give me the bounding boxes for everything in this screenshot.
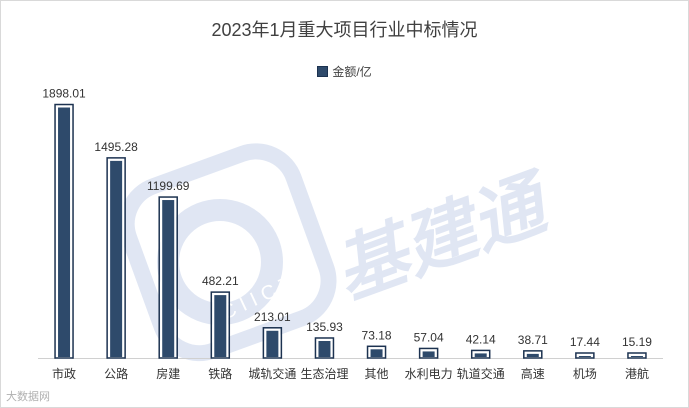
x-tick-label: 高速 [521, 366, 545, 381]
bar-group: 42.14 轨道交通 [457, 332, 505, 381]
data-label: 15.19 [622, 335, 652, 349]
bar-group: 15.19 港航 [622, 335, 652, 381]
data-label: 42.14 [466, 332, 496, 346]
bar-outline [314, 337, 335, 359]
data-label: 213.01 [254, 310, 291, 324]
data-label: 1495.28 [94, 140, 138, 154]
bar-group: 135.93 生态治理 [300, 320, 348, 381]
footer-watermark: 大数据网 [6, 391, 50, 403]
bar-outline [210, 291, 231, 359]
x-tick-label: 其他 [365, 367, 389, 381]
bar-outline [470, 349, 491, 359]
x-tick-label: 铁路 [208, 366, 232, 381]
bar-outline [575, 352, 595, 359]
x-tick-label: 机场 [573, 367, 597, 381]
bar-group: 482.21 铁路 [202, 274, 239, 381]
bar-outline [158, 196, 178, 359]
legend-label: 金额/亿 [332, 65, 372, 79]
x-tick-label: 轨道交通 [457, 366, 505, 381]
bar-outline [54, 103, 74, 359]
x-tick-label: 城轨交通 [248, 366, 296, 381]
bar-group: 1898.01 市政 [42, 87, 86, 381]
bar-group: 38.71 高速 [518, 333, 548, 381]
bar-group: 17.44 机场 [570, 335, 600, 381]
data-label: 482.21 [202, 274, 239, 288]
data-label: 57.04 [414, 330, 444, 344]
bar-outline [627, 352, 647, 359]
bar-outline [262, 327, 283, 359]
data-label: 135.93 [306, 320, 343, 334]
bar-group: 57.04 水利电力 [405, 330, 453, 381]
chart-title: 2023年1月重大项目行业中标情况 [211, 20, 478, 40]
x-tick-label: 公路 [104, 366, 128, 381]
legend-swatch [317, 66, 329, 77]
data-label: 1199.69 [147, 179, 190, 193]
bar [160, 198, 177, 359]
bar-group: 1495.28 公路 [94, 140, 138, 381]
x-tick-label: 房建 [156, 366, 180, 381]
data-label: 17.44 [570, 335, 600, 349]
x-tick-label: 水利电力 [405, 367, 453, 381]
bar [108, 158, 125, 359]
bar-group: 213.01 城轨交通 [248, 310, 296, 381]
data-label: 1898.01 [42, 87, 86, 101]
bar [368, 347, 385, 359]
bar [264, 328, 281, 360]
bar-outline [523, 350, 543, 359]
bar [524, 351, 541, 359]
legend: 金额/亿 [0, 63, 689, 80]
bar-outline [366, 345, 387, 359]
bar-group: 73.18 其他 [362, 328, 392, 381]
bar [56, 105, 73, 359]
bar-outline [106, 157, 126, 359]
data-label: 73.18 [362, 328, 392, 342]
x-tick-label: 生态治理 [300, 367, 348, 381]
bar [316, 338, 333, 360]
x-tick-label: 港航 [625, 366, 649, 381]
bar-group: 1199.69 房建 [147, 179, 190, 381]
x-tick-label: 市政 [52, 366, 76, 381]
bar [212, 293, 229, 360]
data-label: 38.71 [518, 333, 548, 347]
bar [472, 351, 489, 359]
bar-outline [418, 347, 439, 359]
bar [420, 349, 437, 359]
